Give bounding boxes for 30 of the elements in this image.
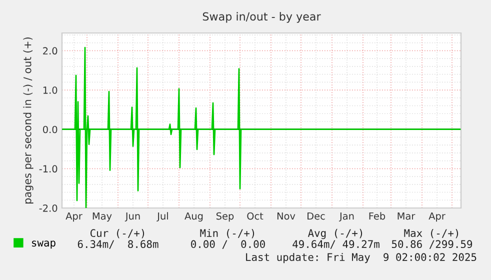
chart-title: Swap in/out - by year — [202, 12, 321, 23]
y-axis-title: pages per second in (-) / out (+) — [23, 37, 34, 204]
x-tick-label: May — [92, 212, 112, 222]
text: Avg (-/+) — [308, 228, 362, 240]
text: Min (-/+) — [200, 228, 254, 238]
y-tick-label: 0.0 — [43, 126, 58, 134]
text: 6.34m/ 8.68m — [78, 240, 158, 249]
x-tick-label: Nov — [277, 212, 296, 220]
text: 49.64m/ 49.27m — [292, 240, 380, 249]
text: 50.86 /299.59 — [392, 240, 472, 249]
x-tick-label: Feb — [369, 212, 386, 220]
x-tick-label: Apr — [66, 212, 82, 222]
y-tick-label: 1.0 — [43, 86, 58, 94]
y-tick-label: -1.0 — [39, 165, 58, 173]
text: 0.00 / 0.00 — [191, 240, 265, 249]
x-tick-label: Sep — [216, 212, 234, 222]
text: Max (-/+) — [404, 229, 458, 238]
x-tick-label: Jan — [339, 212, 354, 222]
x-tick-label: Oct — [247, 212, 264, 220]
x-tick-label: Aug — [184, 212, 203, 222]
x-tick-label: Jun — [124, 212, 140, 222]
y-tick-label: -2.0 — [39, 204, 58, 212]
x-tick-label: Mar — [398, 212, 416, 220]
y-tick-label: 2.0 — [43, 47, 58, 55]
legend-label: swap — [32, 240, 56, 249]
x-tick-label: Dec — [308, 212, 325, 220]
x-tick-label: Apr — [428, 212, 446, 222]
text: Last update: Fri May 9 02:00:02 2025 — [246, 252, 476, 264]
x-tick-label: Jul — [156, 212, 168, 222]
text: Cur (-/+) — [90, 229, 144, 238]
